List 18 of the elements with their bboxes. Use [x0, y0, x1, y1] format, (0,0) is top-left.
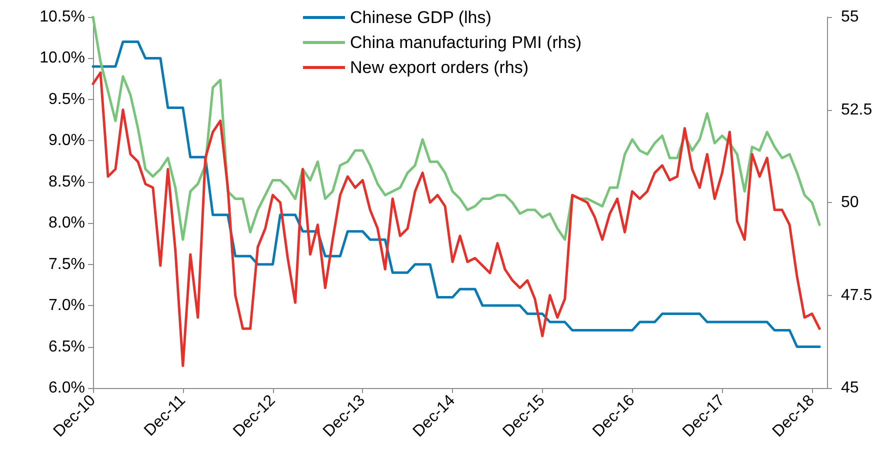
- y-tick-label: 6.0%: [48, 380, 85, 396]
- legend-label: China manufacturing PMI (rhs): [350, 33, 582, 52]
- y2-tick-label: 50: [841, 194, 859, 211]
- y2-tick-label: 52.5: [841, 101, 872, 118]
- y-tick-label: 6.5%: [48, 338, 85, 356]
- legend-label: Chinese GDP (lhs): [350, 8, 492, 27]
- y-tick-label: 10.0%: [40, 50, 85, 67]
- y-tick-label: 9.0%: [48, 132, 85, 150]
- y-tick-label: 10.5%: [40, 8, 85, 26]
- legend-label: New export orders (rhs): [350, 58, 529, 77]
- y2-tick-label: 45: [841, 380, 859, 396]
- y2-tick-label: 47.5: [841, 286, 872, 304]
- y-tick-label: 7.5%: [48, 256, 85, 273]
- y-tick-label: 8.0%: [48, 214, 85, 232]
- y-tick-label: 8.5%: [48, 173, 85, 190]
- y-tick-label: 9.5%: [48, 90, 85, 108]
- y-tick-label: 7.0%: [48, 297, 85, 314]
- y2-tick-label: 55: [841, 8, 859, 26]
